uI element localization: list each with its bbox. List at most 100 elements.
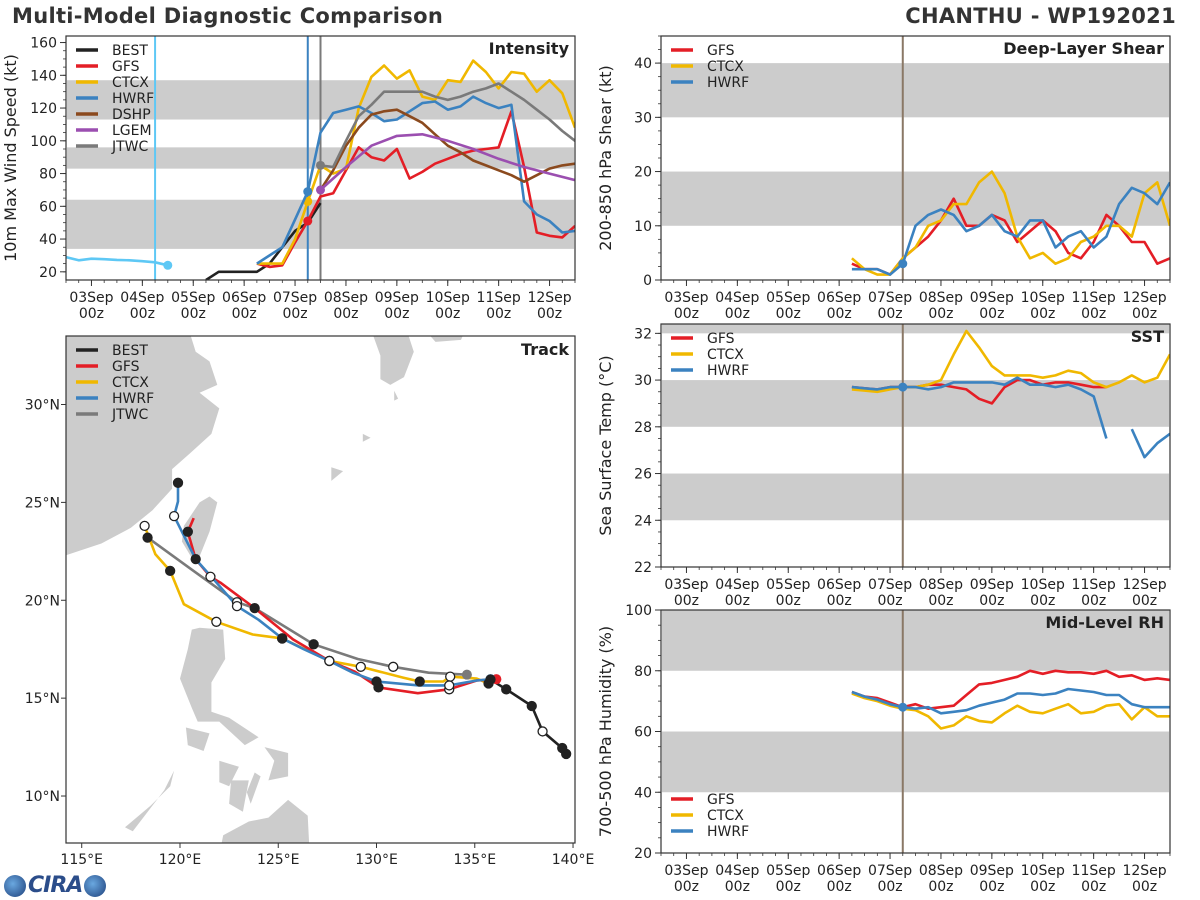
- land-area: [221, 799, 310, 843]
- ctcx-track-point: [139, 520, 150, 532]
- x-tick-date: 06Sep: [222, 290, 266, 306]
- land-area: [185, 727, 210, 751]
- x-tick-date: 03Sep: [69, 290, 113, 306]
- best-track-point: [526, 700, 537, 712]
- x-tick-hour: 00z: [79, 306, 104, 322]
- page-title: Multi-Model Diagnostic Comparison: [12, 4, 444, 28]
- shear-title: Deep-Layer Shear: [1003, 39, 1164, 58]
- y-tick-label: 10: [634, 219, 652, 235]
- x-tick-date: 03Sep: [664, 577, 708, 593]
- x-tick-hour: 00z: [928, 879, 953, 895]
- hwrf-init-marker: [898, 382, 908, 392]
- y-tick-label: 24: [634, 513, 652, 529]
- y-axis-label: 700-500 hPa Humidity (%): [596, 626, 615, 837]
- x-tick-date: 11Sep: [1072, 863, 1116, 879]
- x-tick-date: 03Sep: [664, 290, 708, 306]
- x-tick-date: 08Sep: [919, 863, 963, 879]
- best-track-point: [485, 674, 496, 685]
- lat-tick-label: 25°N: [25, 495, 60, 511]
- x-tick-hour: 00z: [384, 306, 409, 322]
- x-tick-hour: 00z: [674, 593, 699, 609]
- x-tick-date: 08Sep: [324, 290, 368, 306]
- x-tick-hour: 00z: [181, 306, 206, 322]
- legend-label-gfs: GFS: [707, 331, 735, 347]
- y-tick-label: 120: [30, 101, 57, 117]
- y-tick-label: 80: [39, 167, 57, 183]
- x-tick-hour: 00z: [130, 306, 155, 322]
- jtwc-track-point: [308, 639, 319, 650]
- shaded-band: [662, 731, 1169, 793]
- ctcx-track-point: [211, 616, 222, 627]
- y-tick-label: 20: [634, 846, 652, 862]
- y-tick-label: 20: [39, 265, 57, 281]
- x-tick-hour: 00z: [674, 879, 699, 895]
- legend-label-ctcx: CTCX: [707, 808, 744, 824]
- y-tick-label: 40: [634, 785, 652, 801]
- hwrf-init-marker: [303, 187, 313, 197]
- legend-label-hwrf: HWRF: [707, 363, 749, 379]
- sst-series: [851, 329, 1170, 459]
- land-area: [264, 747, 289, 781]
- x-tick-date: 12Sep: [1122, 577, 1166, 593]
- hwrf-track-point: [277, 633, 288, 644]
- y-axis-label: 200-850 hPa Shear (kt): [596, 65, 615, 251]
- track-panel: 115°E 120°E 125°E 130°E 135°E 140°E 10°N 15°N 20…: [25, 335, 594, 868]
- x-tick-hour: 00z: [1081, 879, 1106, 895]
- x-tick-date: 07Sep: [868, 863, 912, 879]
- lon-tick-label: 130°E: [355, 852, 398, 868]
- gfs-track-point: [182, 526, 193, 537]
- legend-label-dshp: DSHP: [112, 107, 151, 123]
- x-tick-hour: 00z: [979, 879, 1004, 895]
- x-tick-hour: 00z: [1030, 879, 1055, 895]
- sst-frame: [660, 323, 1171, 568]
- x-tick-date: 05Sep: [766, 863, 810, 879]
- x-tick-hour: 00z: [827, 879, 852, 895]
- x-tick-date: 05Sep: [766, 290, 810, 306]
- shear-frame: [660, 35, 1171, 281]
- x-tick-date: 05Sep: [171, 290, 215, 306]
- legend-label-ctcx: CTCX: [707, 347, 744, 363]
- x-tick-date: 06Sep: [817, 290, 861, 306]
- y-tick-label: 26: [634, 467, 652, 483]
- jtwc-init-marker: [316, 160, 325, 170]
- rh-frame: [660, 609, 1171, 854]
- ctcx-track-point: [355, 661, 366, 672]
- x-tick-date: 06Sep: [817, 863, 861, 879]
- gfs-series-line: [851, 669, 1170, 710]
- legend-label-hwrf: HWRF: [112, 91, 154, 107]
- x-tick-date: 03Sep: [664, 863, 708, 879]
- intensity-frame: [65, 35, 576, 281]
- y-tick-label: 32: [634, 326, 652, 342]
- x-tick-hour: 00z: [1132, 306, 1157, 322]
- x-tick-hour: 00z: [827, 306, 852, 322]
- x-tick-hour: 00z: [877, 306, 902, 322]
- x-tick-date: 04Sep: [120, 290, 164, 306]
- land-area: [394, 390, 399, 401]
- x-tick-hour: 00z: [435, 306, 460, 322]
- x-tick-hour: 00z: [725, 879, 750, 895]
- x-tick-hour: 00z: [537, 306, 562, 322]
- x-tick-hour: 00z: [1081, 306, 1106, 322]
- y-tick-label: 40: [39, 232, 57, 248]
- legend-label-ctcx: CTCX: [112, 375, 149, 391]
- x-tick-date: 09Sep: [970, 577, 1014, 593]
- y-axis-label: 10m Max Wind Speed (kt): [1, 54, 20, 262]
- shear-panel: 01020304003Sep00z04Sep00z05Sep00z06Sep00…: [596, 35, 1171, 322]
- x-tick-hour: 00z: [725, 306, 750, 322]
- legend-label-ctcx: CTCX: [707, 59, 744, 75]
- land-area: [331, 467, 344, 481]
- x-tick-hour: 00z: [827, 593, 852, 609]
- land-area: [430, 336, 463, 342]
- track-title: Track: [521, 340, 569, 359]
- x-tick-date: 10Sep: [426, 290, 470, 306]
- shaded-band: [662, 63, 1169, 118]
- y-axis-label: Sea Surface Temp (°C): [596, 355, 615, 535]
- tracks-layer: [139, 477, 572, 760]
- x-tick-hour: 00z: [928, 306, 953, 322]
- y-tick-label: 20: [634, 165, 652, 181]
- globe-icon: [4, 875, 26, 897]
- lat-tick-label: 20°N: [25, 593, 60, 609]
- land-area: [180, 627, 259, 746]
- x-tick-date: 09Sep: [375, 290, 419, 306]
